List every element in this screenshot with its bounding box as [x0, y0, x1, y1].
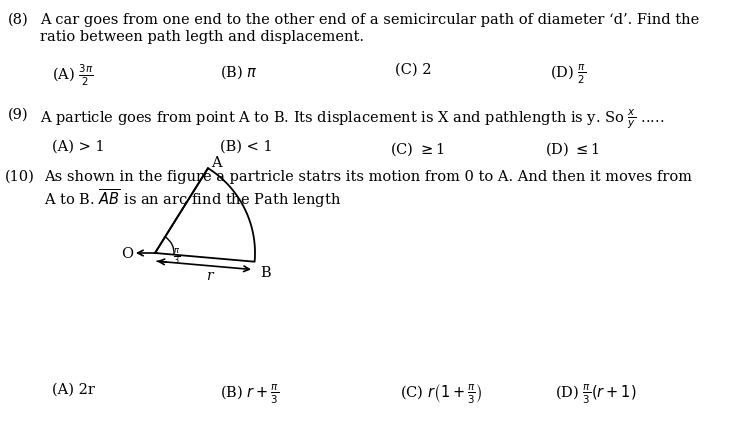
Text: (D) $\leq$1: (D) $\leq$1 — [545, 140, 600, 158]
Text: (8): (8) — [8, 13, 29, 27]
Text: B: B — [261, 266, 271, 280]
Text: O: O — [121, 247, 133, 261]
Text: (B) < 1: (B) < 1 — [220, 140, 273, 154]
Text: (C) $r\left(1+\frac{\pi}{3}\right)$: (C) $r\left(1+\frac{\pi}{3}\right)$ — [400, 383, 483, 406]
Text: As shown in the figure a partricle statrs its motion from 0 to A. And then it mo: As shown in the figure a partricle statr… — [44, 170, 692, 184]
Text: (9): (9) — [8, 108, 29, 122]
Text: (A) $\frac{3\pi}{2}$: (A) $\frac{3\pi}{2}$ — [52, 63, 93, 88]
Text: r: r — [206, 269, 213, 283]
Text: A to B. $\overline{AB}$ is an arc find the Path length: A to B. $\overline{AB}$ is an arc find t… — [44, 187, 341, 210]
Text: (C) $\geq$1: (C) $\geq$1 — [390, 140, 444, 158]
Text: (D) $\frac{\pi}{2}$: (D) $\frac{\pi}{2}$ — [550, 63, 587, 86]
Text: (B) $r+\frac{\pi}{3}$: (B) $r+\frac{\pi}{3}$ — [220, 383, 279, 406]
Text: A car goes from one end to the other end of a semicircular path of diameter ‘d’.: A car goes from one end to the other end… — [40, 13, 700, 27]
Text: ratio between path legth and displacement.: ratio between path legth and displacemen… — [40, 30, 364, 44]
Text: (A) 2r: (A) 2r — [52, 383, 95, 397]
Text: (10): (10) — [5, 170, 35, 184]
Text: A particle goes from point A to B. Its displacement is X and pathlength is y. So: A particle goes from point A to B. Its d… — [40, 108, 664, 131]
Text: (A) > 1: (A) > 1 — [52, 140, 105, 154]
Text: (D) $\frac{\pi}{3}(r+1)$: (D) $\frac{\pi}{3}(r+1)$ — [555, 383, 636, 406]
Text: $\frac{\pi}{3}$: $\frac{\pi}{3}$ — [173, 248, 180, 267]
Text: A: A — [211, 156, 221, 170]
Text: (B) $\pi$: (B) $\pi$ — [220, 63, 258, 81]
Polygon shape — [155, 168, 255, 262]
Text: (C) 2: (C) 2 — [395, 63, 431, 77]
